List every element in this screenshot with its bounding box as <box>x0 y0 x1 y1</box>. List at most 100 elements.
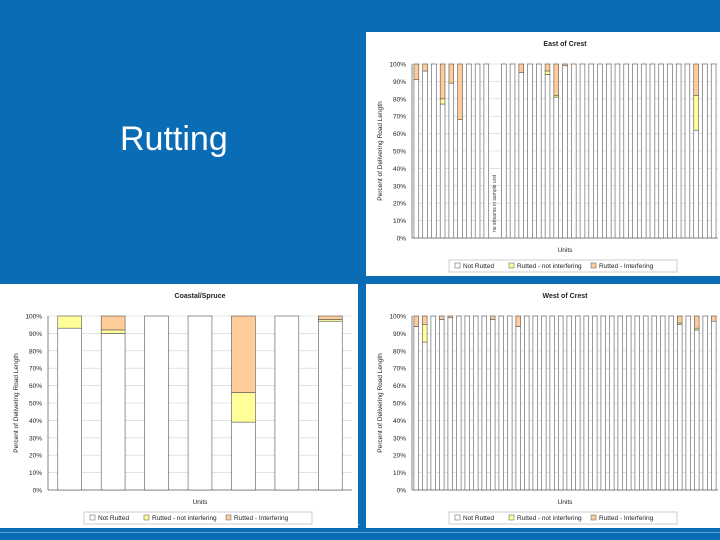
bar-segment <box>422 324 428 343</box>
bar-segment <box>413 315 419 327</box>
y-tick-label: 70% <box>393 366 406 373</box>
x-axis-label: Units <box>558 499 574 506</box>
slide-title: Rutting <box>120 120 228 158</box>
legend-swatch <box>590 514 597 521</box>
y-tick-label: 50% <box>29 401 42 408</box>
y-tick-label: 0% <box>397 236 407 243</box>
bar-segment <box>466 63 472 239</box>
legend-label: Rutted - Interfering <box>599 263 654 270</box>
bar-segment <box>693 95 699 131</box>
bar-segment <box>422 70 428 239</box>
bar-segment <box>711 320 717 491</box>
bar-segment <box>541 315 547 491</box>
y-tick-label: 80% <box>393 348 406 355</box>
bar-segment <box>544 63 551 72</box>
bar-segment <box>509 63 516 239</box>
bar-segment <box>144 315 169 491</box>
bar-segment <box>532 315 538 491</box>
bar-segment <box>562 65 568 239</box>
bar-segment <box>274 315 300 491</box>
bar-segment <box>524 315 530 491</box>
y-tick-label: 0% <box>397 488 407 495</box>
bar-segment <box>583 315 589 491</box>
x-axis-label: Units <box>193 499 209 506</box>
y-tick-label: 50% <box>393 149 406 156</box>
legend-swatch <box>454 514 461 521</box>
bar-segment <box>447 317 453 491</box>
bar-segment <box>318 315 343 320</box>
y-tick-label: 30% <box>29 435 42 442</box>
bar-segment <box>626 315 632 491</box>
bar-segment <box>651 315 657 491</box>
bar-segment <box>498 315 504 491</box>
bar-segment <box>694 315 700 329</box>
bar-segment <box>318 320 343 491</box>
y-tick-label: 100% <box>389 62 406 69</box>
y-tick-label: 90% <box>29 331 42 338</box>
bar-segment <box>457 119 463 239</box>
chart-east-of-crest: East of Crest 0% 10% 20% 30% 40% 50% 60% 70% 80% 9… <box>377 41 718 273</box>
bar-segment <box>558 315 564 491</box>
bar-segment <box>422 341 428 491</box>
bar-segment <box>702 315 708 491</box>
y-tick-label: 60% <box>393 383 406 390</box>
bar-segment <box>527 63 533 239</box>
chart-panel-west-of-crest: West of Crest 0% 10% 20% 30% 40% 50% 60% 70% 80% 9… <box>366 284 720 528</box>
bar-segment <box>231 421 256 491</box>
bar-segment <box>231 392 256 423</box>
bar-segment <box>464 315 470 491</box>
bar-segment <box>597 63 603 239</box>
legend-label: Not Rutted <box>463 263 494 270</box>
chart-title: West of Crest <box>543 293 589 300</box>
bar-segment <box>566 315 572 491</box>
bar-segment <box>544 74 551 239</box>
bar-segment <box>187 315 213 491</box>
bar-segment <box>658 63 664 239</box>
bar-segment <box>693 129 699 239</box>
bar-segment <box>413 79 420 239</box>
bar-segment <box>57 315 82 329</box>
bar-segment <box>614 63 621 239</box>
bar-segment <box>447 315 453 319</box>
y-tick-label: 80% <box>29 348 42 355</box>
legend-swatch <box>143 514 150 521</box>
legend-box <box>448 511 678 525</box>
bar-segment <box>431 63 437 239</box>
y-tick-label: 70% <box>29 366 42 373</box>
bar-segment <box>518 63 524 73</box>
legend-swatch <box>454 262 461 269</box>
chart-title: Coastal/Spruce <box>175 293 226 300</box>
bar-segment <box>413 326 419 491</box>
y-axis-label: Percent of Delivering Road Length <box>13 353 20 453</box>
bar-segment <box>439 98 446 105</box>
legend-label: Not Rutted <box>463 515 494 522</box>
bar-segment <box>490 315 496 320</box>
bar-segment <box>448 63 455 84</box>
legend: Not Rutted Rutted - not interfering Rutted… <box>448 259 678 273</box>
bar-segment <box>694 329 700 491</box>
bar-segment <box>413 63 420 80</box>
bar-segment <box>430 315 436 491</box>
chart-title: East of Crest <box>543 41 587 48</box>
bar-segment <box>643 315 649 491</box>
y-tick-label: 40% <box>393 418 406 425</box>
bar-segment <box>439 103 446 239</box>
bar-segment <box>617 315 623 491</box>
bar-segment <box>632 63 638 239</box>
chart-west-of-crest: West of Crest 0% 10% 20% 30% 40% 50% 60% 70% 80% 9… <box>377 293 718 525</box>
y-tick-label: 50% <box>393 401 406 408</box>
bar-segment <box>677 324 683 491</box>
bar-segment <box>536 63 542 239</box>
bar-segment <box>592 315 598 491</box>
bar-segment <box>501 63 507 239</box>
y-tick-label: 100% <box>389 314 406 321</box>
decorative-line <box>0 532 720 533</box>
bar-segment <box>473 315 479 491</box>
y-tick-label: 90% <box>393 331 406 338</box>
bar-segment <box>649 63 656 239</box>
y-tick-label: 0% <box>33 488 43 495</box>
y-tick-label: 60% <box>393 131 406 138</box>
legend: Not Rutted Rutted - not interfering Rutted… <box>83 511 313 525</box>
bar-segment <box>600 315 606 491</box>
bar-segment <box>448 82 455 239</box>
